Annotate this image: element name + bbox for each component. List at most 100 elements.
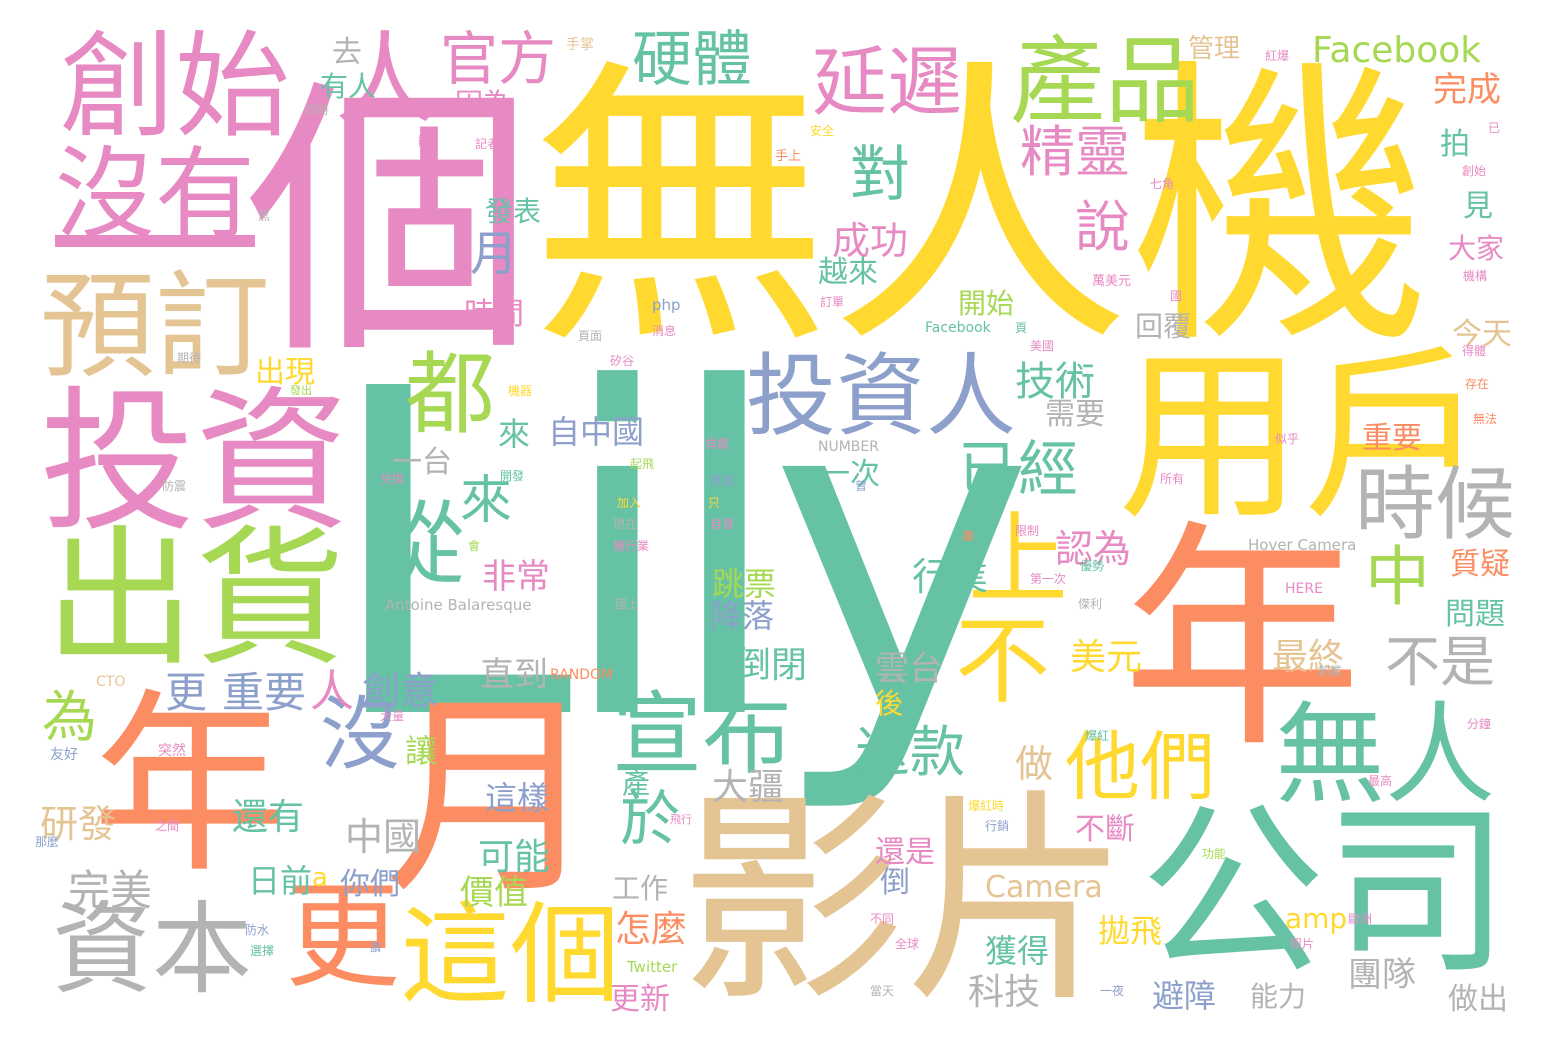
cloud-word: 七角 xyxy=(1150,177,1175,191)
cloud-word: 都 xyxy=(405,342,495,447)
cloud-word: 做出 xyxy=(1448,982,1508,1017)
cloud-word: 說 xyxy=(1075,195,1131,259)
cloud-word: 大量 xyxy=(380,709,405,723)
cloud-word: 消息 xyxy=(652,324,677,338)
cloud-word: 科技 xyxy=(968,972,1041,1013)
cloud-word: 年 xyxy=(92,672,287,899)
cloud-word: 萬美元 xyxy=(1092,274,1132,289)
cloud-word: 成功 xyxy=(832,219,909,263)
cloud-word: 倒閉 xyxy=(735,645,808,686)
cloud-word: 於 xyxy=(620,785,680,855)
cloud-word: 有人 xyxy=(320,70,377,103)
cloud-word: 矽谷 xyxy=(610,354,635,368)
cloud-word: 頁 xyxy=(1015,321,1028,335)
cloud-word: 創始 xyxy=(1462,164,1487,178)
cloud-word: 這個 xyxy=(400,891,620,1019)
cloud-word: 已經 xyxy=(958,435,1078,505)
cloud-word: 自中國 xyxy=(548,413,645,451)
cloud-word: 似乎 xyxy=(1275,432,1300,446)
cloud-word: 機器 xyxy=(508,384,533,398)
cloud-word: 現在 xyxy=(613,517,638,531)
cloud-word: Camera xyxy=(985,870,1103,905)
cloud-word: 大家 xyxy=(1448,232,1505,265)
cloud-word: Lily xyxy=(322,295,1035,819)
cloud-word: 研發 xyxy=(40,802,117,846)
cloud-word: 飛行 xyxy=(670,813,692,826)
cloud-word: 還有 xyxy=(232,797,305,838)
cloud-word: 不同 xyxy=(870,912,895,926)
cloud-word: 你們 xyxy=(340,867,400,902)
cloud-word: 翻 xyxy=(418,134,431,148)
cloud-word: 避障 xyxy=(1152,977,1217,1015)
cloud-word: 所有 xyxy=(1160,472,1185,486)
cloud-word: 行銷 xyxy=(985,819,1010,833)
cloud-word: 個 xyxy=(245,56,535,393)
cloud-word: 不斷 xyxy=(1075,812,1135,847)
cloud-word: 倒 xyxy=(880,865,910,900)
cloud-word: 人 xyxy=(310,666,354,717)
cloud-word: 硬體 xyxy=(632,25,752,95)
cloud-word: 對 xyxy=(850,140,910,210)
cloud-word: 從 xyxy=(375,492,465,597)
cloud-word: 沒 xyxy=(320,688,400,781)
cloud-word: 紅爆 xyxy=(1265,49,1290,63)
cloud-word: 讓 xyxy=(405,732,438,770)
cloud-word: 月 xyxy=(470,226,519,282)
cloud-word: 無人機 xyxy=(530,35,1430,384)
cloud-word: php xyxy=(652,296,681,314)
cloud-word: 公司 xyxy=(1140,784,1510,1000)
cloud-word: 手掌 xyxy=(566,37,594,53)
cloud-word: 精靈 xyxy=(1020,120,1131,184)
cloud-word: 無人 xyxy=(1275,691,1495,819)
cloud-word: 爆紅時 xyxy=(968,799,1005,813)
cloud-word: 之間 xyxy=(155,819,180,833)
cloud-word: 中 xyxy=(1365,540,1431,615)
cloud-word: 重要 xyxy=(1362,421,1422,456)
cloud-word: 拋飛 xyxy=(1098,912,1163,950)
cloud-word: 可能 xyxy=(478,837,551,878)
cloud-word: 價值 xyxy=(460,873,528,913)
cloud-word: 曾 xyxy=(855,479,868,493)
cloud-word: 產品 xyxy=(1010,27,1201,137)
cloud-word: 全球 xyxy=(895,937,920,951)
cloud-word: 兌換 xyxy=(380,472,405,486)
cloud-word: amp xyxy=(1285,902,1348,935)
cloud-word: 認為 xyxy=(1055,527,1132,571)
cloud-word: 見 xyxy=(1463,189,1493,224)
cloud-word: 為 xyxy=(42,685,98,749)
cloud-word: Twitter xyxy=(627,958,678,976)
cloud-word: 更 xyxy=(285,870,401,1004)
cloud-word: 期待 xyxy=(177,351,202,365)
cloud-word: 更 xyxy=(165,668,208,717)
cloud-word: 發表 xyxy=(485,195,542,228)
cloud-word: 更新 xyxy=(610,982,670,1017)
cloud-word: 創意 xyxy=(362,669,439,713)
cloud-word: 團隊 xyxy=(1348,955,1416,995)
cloud-word: 起飛 xyxy=(630,457,655,471)
cloud-word: 記者 xyxy=(475,137,500,151)
cloud-word: 投資 xyxy=(40,372,350,553)
cloud-word: 管理 xyxy=(1188,34,1241,64)
cloud-word: 訂單 xyxy=(820,295,845,309)
cloud-word: 降落 xyxy=(710,597,775,635)
cloud-word: 雲台 xyxy=(875,649,943,689)
cloud-word: 一台 xyxy=(392,445,452,480)
cloud-word: 人 xyxy=(335,21,435,138)
cloud-word: 非常 xyxy=(482,557,550,597)
cloud-word: 擴 xyxy=(962,529,975,543)
cloud-word: 因為 xyxy=(455,87,512,120)
cloud-word: 當天 xyxy=(870,984,895,998)
cloud-word: 安全 xyxy=(810,124,835,138)
cloud-word: 這樣 xyxy=(485,779,550,817)
cloud-word: 時間 xyxy=(464,297,524,332)
cloud-word: 歐洲 xyxy=(1348,912,1373,926)
cloud-word: 機行業 xyxy=(613,539,650,553)
cloud-word: 貢獻 xyxy=(705,437,730,451)
cloud-word: 創始 xyxy=(60,20,291,154)
cloud-word: 中國 xyxy=(345,815,422,859)
cloud-word: 得體 xyxy=(1462,344,1487,358)
cloud-word: 創業 xyxy=(1318,664,1343,678)
cloud-word: 沒有 xyxy=(55,136,255,253)
cloud-word: 開始 xyxy=(958,287,1015,320)
